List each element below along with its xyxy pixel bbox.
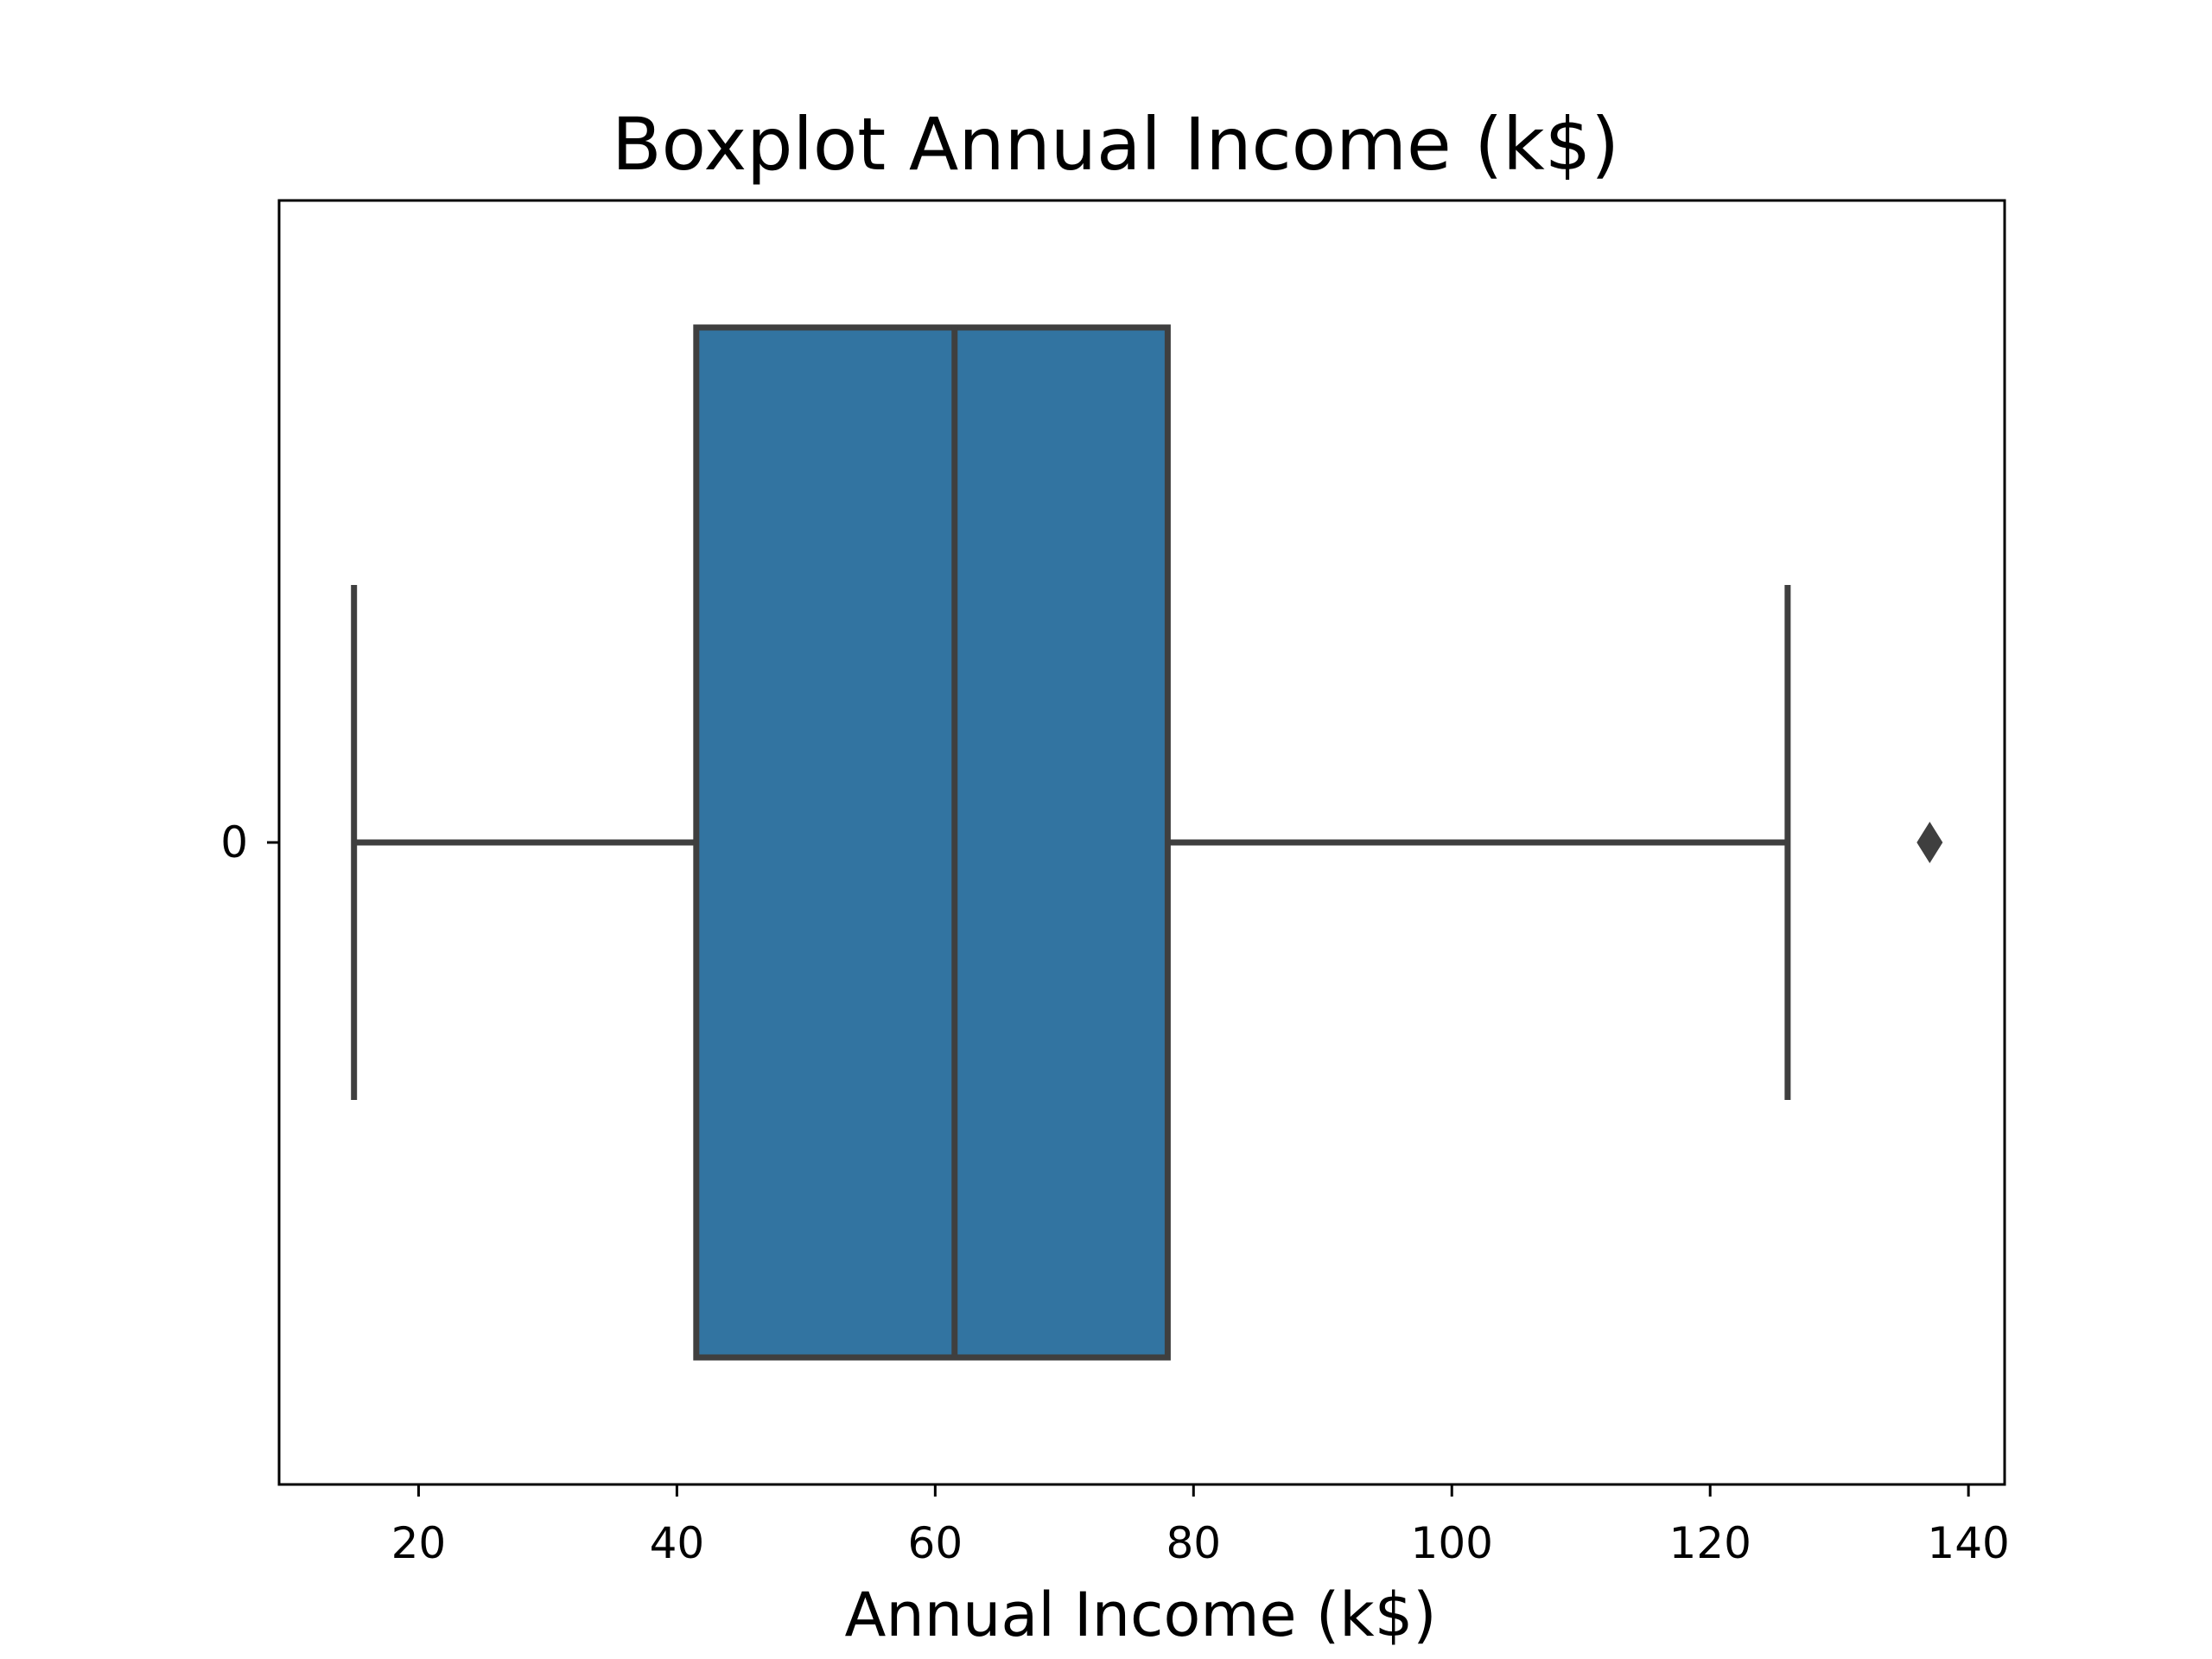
y-tick-label: 0 [220, 817, 248, 868]
x-tick-label: 20 [391, 1518, 447, 1568]
outlier-point [1916, 822, 1943, 863]
x-axis-label: Annual Income (k$) [844, 1580, 1436, 1650]
x-tick-label: 80 [1166, 1518, 1221, 1568]
iqr-box [693, 324, 1171, 1361]
x-tick-label: 140 [1927, 1518, 2009, 1568]
x-tick-label: 40 [650, 1518, 705, 1568]
chart-title: Boxplot Annual Income (k$) [612, 102, 1619, 187]
plot-area [351, 324, 1943, 1361]
y-axis-ticks: 0 [220, 817, 279, 868]
x-tick-label: 100 [1411, 1518, 1493, 1568]
x-tick-label: 120 [1669, 1518, 1751, 1568]
x-axis-ticks: 20 40 60 80 100 120 140 [391, 1484, 2010, 1568]
x-tick-label: 60 [908, 1518, 963, 1568]
